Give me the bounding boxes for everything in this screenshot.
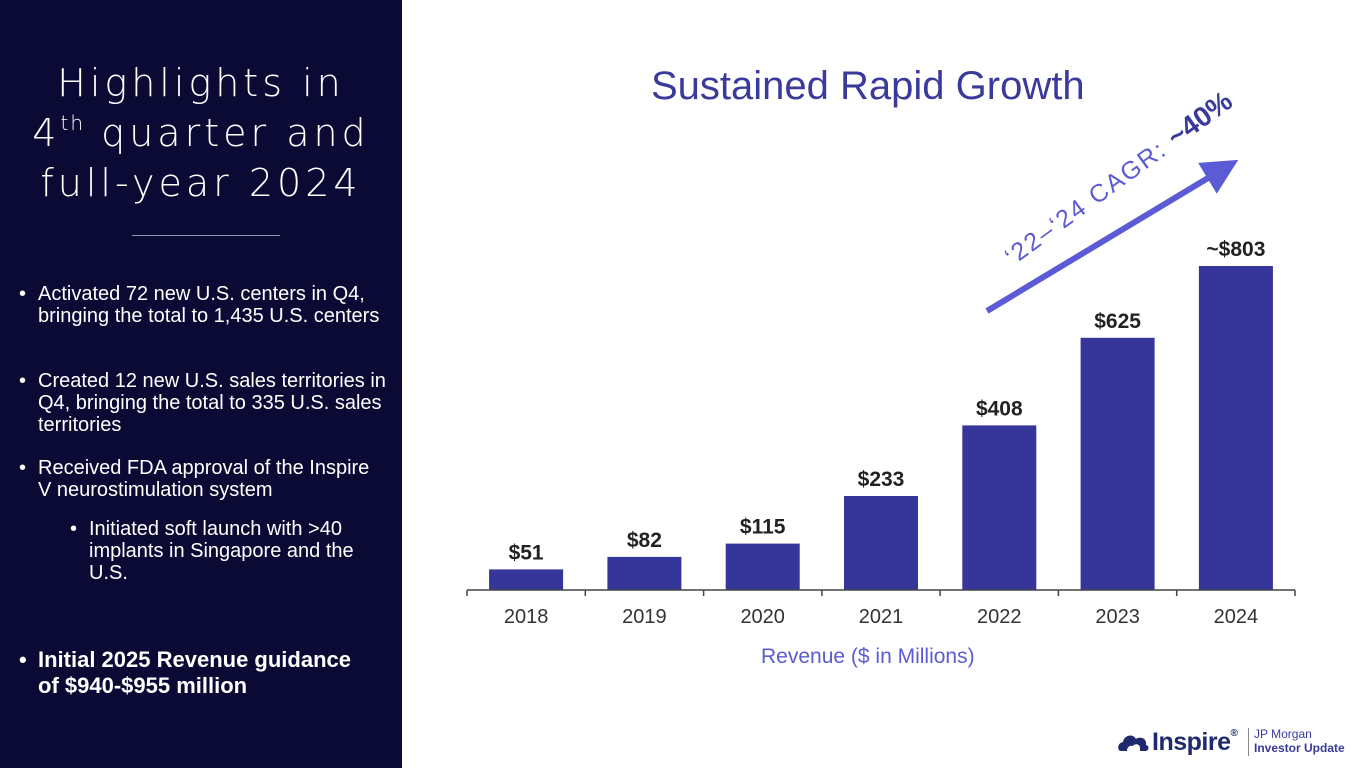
panel-title-ordinal: th: [60, 111, 86, 135]
bar-2024: [1198, 266, 1273, 590]
bullet-dot: •: [19, 370, 27, 392]
data-label-2019: $82: [627, 529, 662, 552]
event-name: JP Morgan: [1254, 727, 1312, 741]
bar-2018: [489, 569, 564, 590]
x-tick-label-2018: 2018: [504, 606, 549, 628]
panel-title-rest: quarter and: [85, 111, 370, 155]
event-subtitle: Investor Update: [1254, 741, 1345, 755]
x-tick-label-2021: 2021: [859, 606, 904, 628]
sub-bullet-item: • Initiated soft launch with >40 implants…: [70, 518, 389, 584]
x-tick-label-2020: 2020: [740, 606, 785, 628]
bullet-text: Activated 72 new U.S. centers in Q4, bri…: [38, 283, 380, 327]
panel-title-number: 4: [32, 111, 61, 155]
data-label-2022: $408: [976, 397, 1023, 420]
bar-2021: [844, 496, 918, 590]
bullet-dot: •: [19, 283, 27, 305]
x-tick-label-2019: 2019: [622, 606, 667, 628]
bullet-text: Initiated soft launch with >40 implants …: [89, 518, 354, 584]
x-tick-label-2022: 2022: [977, 606, 1022, 628]
bullet-item: • Received FDA approval of the Inspire V …: [19, 457, 388, 501]
bullet-item: • Created 12 new U.S. sales territories i…: [19, 370, 388, 436]
guidance-bullet: • Initial 2025 Revenue guidance of $940-$…: [19, 647, 358, 699]
logo-wordmark: Inspire®: [1152, 728, 1238, 757]
panel-title: Highlights in 4th quarter and full-year …: [0, 58, 402, 208]
registered-mark: ®: [1230, 728, 1238, 739]
bar-2022: [962, 425, 1037, 590]
chart-title: Sustained Rapid Growth: [651, 64, 1085, 108]
panel-title-line1: Highlights in: [57, 61, 345, 105]
bullet-dot: •: [70, 518, 78, 540]
x-tick-label-2024: 2024: [1214, 606, 1259, 628]
x-axis-title: Revenue ($ in Millions): [761, 645, 975, 668]
cagr-arrow: [985, 159, 1239, 314]
data-label-2023: $625: [1094, 310, 1141, 333]
highlights-panel: Highlights in 4th quarter and full-year …: [0, 0, 402, 768]
bar-2020: [725, 543, 800, 590]
bullet-dot: •: [19, 647, 27, 672]
logo-text: Inspire: [1152, 728, 1231, 756]
panel-title-line3: full-year 2024: [40, 161, 362, 205]
bullet-text: Initial 2025 Revenue guidance of $940-$9…: [38, 647, 352, 698]
bar-2023: [1080, 337, 1155, 590]
cloud-logo-icon: [1118, 735, 1149, 751]
bullet-text: Received FDA approval of the Inspire V n…: [38, 457, 370, 501]
data-label-2018: $51: [509, 541, 544, 564]
bar-2019: [607, 556, 682, 590]
data-label-2024: ~$803: [1206, 238, 1265, 261]
title-divider: [132, 235, 280, 236]
x-tick-label-2023: 2023: [1095, 606, 1140, 628]
bullet-dot: •: [19, 457, 27, 479]
panel-title-line2: 4th quarter and: [0, 108, 402, 158]
bullet-text: Created 12 new U.S. sales territories in…: [38, 370, 386, 436]
logo-separator: [1248, 728, 1249, 756]
data-label-2020: $115: [740, 516, 786, 539]
data-label-2021: $233: [858, 468, 905, 491]
bullet-item: • Activated 72 new U.S. centers in Q4, br…: [19, 283, 388, 327]
